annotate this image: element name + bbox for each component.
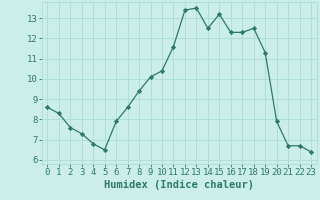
X-axis label: Humidex (Indice chaleur): Humidex (Indice chaleur) [104, 180, 254, 190]
